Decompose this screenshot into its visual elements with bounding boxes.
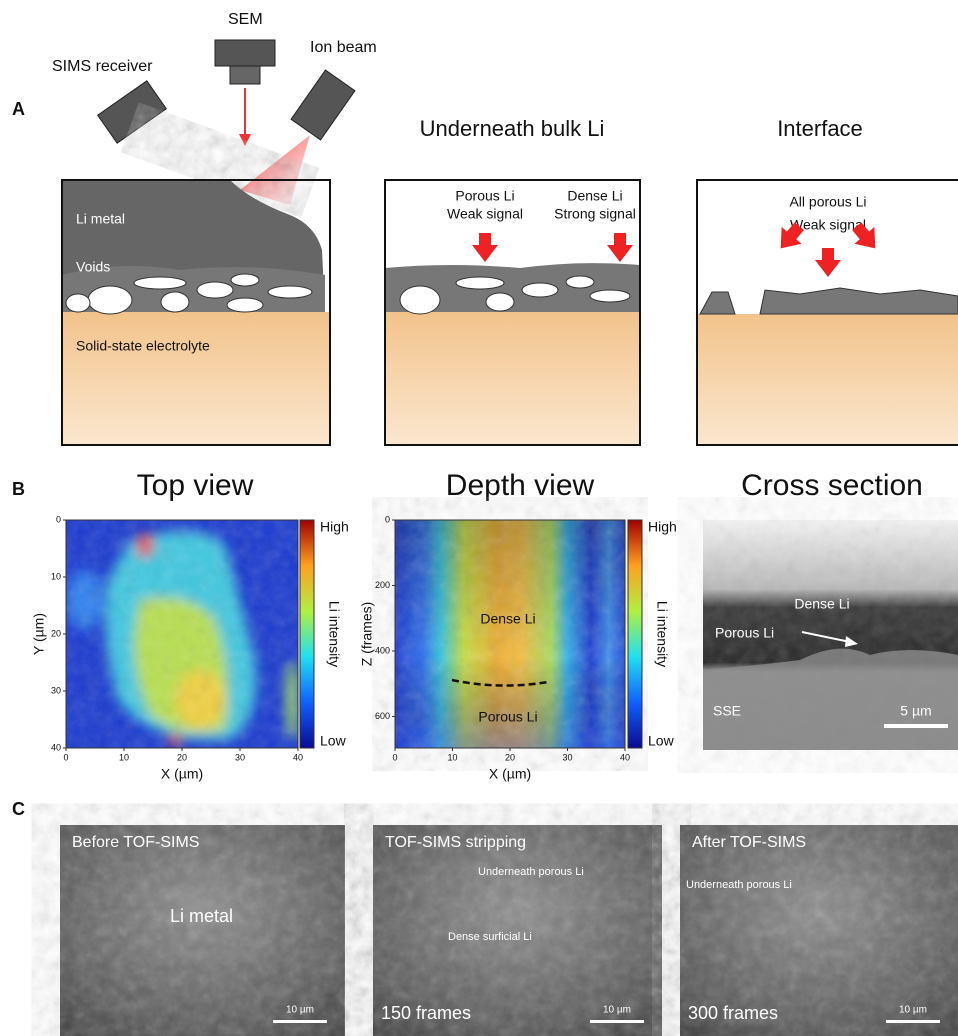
x-axis-label: X (µm) [161, 766, 203, 782]
y-tick-label: 0 [56, 514, 61, 524]
label: Voids [76, 259, 110, 275]
x-tick-label: 0 [392, 752, 397, 762]
y-axis-label: Z (frames) [359, 602, 375, 667]
scale-bar [273, 1020, 327, 1023]
li-remnants [700, 288, 958, 314]
label: SEM [228, 11, 263, 28]
scale-bar-label: 10 µm [603, 1005, 631, 1016]
label: Dense Li [567, 188, 622, 204]
x-tick-label: 30 [235, 752, 245, 762]
colorbar [628, 520, 642, 748]
annotation: Porous Li [478, 709, 537, 725]
schematic-title: Underneath bulk Li [420, 116, 605, 141]
red-arrow [607, 233, 633, 262]
red-arrow [472, 233, 498, 262]
label: Ion beam [310, 39, 377, 56]
panel-title: Top view [137, 469, 254, 502]
y-tick-label: 40 [51, 742, 61, 752]
y-axis-label: Y (µm) [31, 613, 47, 655]
figure: A SEM Ion beam SIMS receiver Li metal Vo… [0, 0, 958, 1036]
x-tick-label: 30 [562, 752, 572, 762]
schematic-title: Interface [777, 116, 863, 141]
y-tick-label: 400 [375, 645, 390, 655]
label: All porous Li [789, 194, 866, 210]
annotation: Dense Li [480, 611, 535, 627]
panel-title: Cross section [741, 469, 923, 502]
sem-icon [230, 66, 260, 84]
label: Solid-state electrolyte [76, 338, 210, 354]
figure-canvas: A SEM Ion beam SIMS receiver Li metal Vo… [0, 0, 958, 1036]
panel-title: Depth view [446, 469, 595, 502]
y-tick-label: 600 [375, 711, 390, 721]
frame-count: 150 frames [381, 1003, 471, 1023]
y-tick-label: 0 [385, 514, 390, 524]
ion-gun-icon [291, 70, 355, 140]
label: Porous Li [715, 625, 774, 641]
label: Strong signal [554, 206, 636, 222]
electrolyte [62, 312, 330, 445]
label: SSE [713, 703, 741, 719]
panel-label: A [12, 99, 25, 119]
y-tick-label: 10 [51, 571, 61, 581]
y-tick-label: 200 [375, 580, 390, 590]
x-tick-label: 10 [447, 752, 457, 762]
electrolyte [385, 312, 640, 445]
scale-bar [590, 1020, 644, 1023]
red-arrow [815, 248, 841, 277]
label: SIMS receiver [52, 58, 153, 75]
label: Porous Li [455, 188, 514, 204]
x-tick-label: 10 [119, 752, 129, 762]
colorbar-label: Low [320, 733, 347, 749]
sem-icon [215, 40, 275, 66]
colorbar-label: High [648, 519, 677, 535]
image-caption: TOF-SIMS stripping [385, 834, 526, 851]
x-tick-label: 40 [620, 752, 630, 762]
label: Underneath porous Li [686, 879, 792, 891]
scale-bar-label: 10 µm [899, 1005, 927, 1016]
label: Li metal [170, 906, 233, 926]
scale-bar [884, 724, 948, 728]
colorbar-title: Li intensity [326, 601, 342, 667]
colorbar-label: Low [648, 733, 675, 749]
x-axis-label: X (µm) [489, 766, 531, 782]
label: Underneath porous Li [478, 866, 584, 878]
panel-label: B [12, 479, 25, 499]
electrolyte [697, 314, 958, 445]
scale-bar-label: 5 µm [900, 703, 931, 719]
colorbar-title: Li intensity [654, 601, 670, 667]
label: Dense Li [794, 596, 849, 612]
y-tick-label: 30 [51, 685, 61, 695]
frame-count: 300 frames [688, 1003, 778, 1023]
panel-label: C [12, 799, 25, 819]
scale-bar-label: 10 µm [286, 1005, 314, 1016]
image-caption: After TOF-SIMS [692, 834, 806, 851]
x-tick-label: 40 [293, 752, 303, 762]
colorbar [300, 520, 314, 748]
scale-bar [886, 1020, 940, 1023]
label: Li metal [76, 211, 125, 227]
image-caption: Before TOF-SIMS [72, 834, 199, 851]
heatmap [66, 520, 298, 748]
colorbar-label: High [320, 519, 349, 535]
label: Dense surficial Li [448, 931, 532, 943]
y-tick-label: 20 [51, 628, 61, 638]
label: Weak signal [447, 206, 523, 222]
x-tick-label: 20 [177, 752, 187, 762]
beam-arrow [239, 134, 251, 146]
x-tick-label: 20 [505, 752, 515, 762]
x-tick-label: 0 [63, 752, 68, 762]
